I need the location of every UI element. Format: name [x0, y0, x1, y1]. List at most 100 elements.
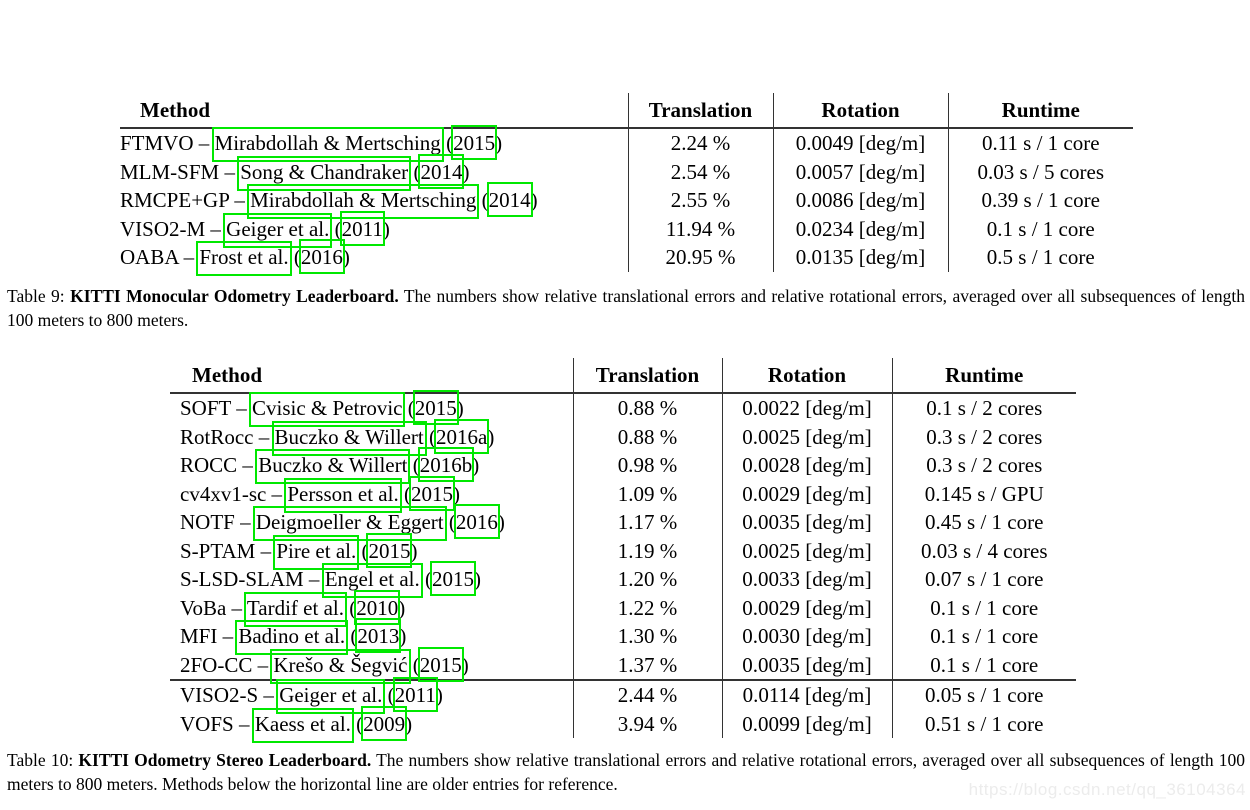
- column-header-rotation: Rotation: [772, 93, 948, 129]
- table-row: MLM-SFM – Song & Chandraker (2014) 2.54 …: [120, 157, 1133, 187]
- table-row: VISO2-S – Geiger et al. (2011) 2.44 % 0.…: [170, 679, 1076, 710]
- citation-author-link[interactable]: Mirabdollah & Mertsching: [214, 131, 441, 155]
- citation-author-link[interactable]: Geiger et al.: [226, 216, 330, 241]
- citation-year-link[interactable]: 2016a: [436, 424, 488, 449]
- method-cell: FTMVO – Mirabdollah & Mertsching (2015): [120, 128, 628, 158]
- method-name: MLM-SFM –: [120, 159, 241, 184]
- table-row: cv4xv1-sc – Persson et al. (2015) 1.09 %…: [170, 479, 1076, 508]
- header-row: Method Translation Rotation Runtime: [120, 93, 1133, 129]
- table-header: Method Translation Rotation Runtime: [170, 358, 1076, 394]
- open-paren: (: [403, 481, 411, 506]
- citation-year-link[interactable]: 2014: [420, 159, 463, 184]
- citation-author-link[interactable]: Kaess et al.: [254, 711, 351, 736]
- citation-author-link[interactable]: Tardif et al.: [246, 595, 344, 620]
- citation-year-link[interactable]: 2016b: [419, 453, 473, 477]
- citation-year-link[interactable]: 2009: [363, 711, 406, 736]
- method-name: ROCC –: [180, 453, 259, 477]
- table-row: NOTF – Deigmoeller & Eggert (2016) 1.17 …: [170, 508, 1076, 537]
- close-paren: ): [530, 188, 538, 212]
- close-paren: ): [435, 683, 443, 707]
- rotation-cell: 0.0033 [deg/m]: [721, 565, 892, 594]
- translation-cell: 1.37 %: [572, 650, 722, 680]
- translation-cell: 2.44 %: [572, 679, 722, 710]
- rotation-cell: 0.0049 [deg/m]: [772, 128, 948, 158]
- citation-author-link[interactable]: Cvisic & Petrovic: [251, 396, 403, 420]
- translation-cell: 2.54 %: [627, 157, 773, 186]
- method-cell: S-LSD-SLAM – Engel et al. (2015): [170, 565, 573, 594]
- column-header-translation: Translation: [572, 358, 722, 394]
- rotation-cell: 0.0022 [deg/m]: [721, 393, 892, 423]
- method-cell: 2FO-CC – Krešo & Šegvić (2015): [170, 651, 573, 681]
- runtime-cell: 0.03 s / 4 cores: [891, 536, 1076, 565]
- citation-year-link[interactable]: 2015: [431, 567, 474, 591]
- close-paren: ): [399, 624, 407, 648]
- citation-year-link[interactable]: 2010: [356, 595, 399, 620]
- open-paren: (: [349, 595, 357, 620]
- citation-author-link[interactable]: Geiger et al.: [279, 683, 383, 707]
- method-cell: MLM-SFM – Song & Chandraker (2014): [120, 158, 628, 187]
- citation-author-link[interactable]: Mirabdollah & Mertsching: [250, 188, 477, 212]
- runtime-cell: 0.03 s / 5 cores: [947, 157, 1133, 186]
- caption-body: The numbers show relative translational …: [7, 750, 1246, 794]
- citation-author-link[interactable]: Frost et al.: [199, 245, 289, 269]
- column-header-translation: Translation: [627, 93, 773, 129]
- translation-cell: 0.88 %: [572, 422, 722, 451]
- open-paren: (: [412, 453, 420, 477]
- open-paren: (: [446, 131, 454, 155]
- method-cell: MFI – Badino et al. (2013): [170, 622, 573, 651]
- citation-author-link[interactable]: Engel et al.: [324, 567, 420, 591]
- table-row: 2FO-CC – Krešo & Šegvić (2015) 1.37 % 0.…: [170, 650, 1076, 681]
- header-row: Method Translation Rotation Runtime: [170, 358, 1076, 394]
- stereo-leaderboard-table: Method Translation Rotation Runtime SOFT…: [170, 358, 1076, 738]
- open-paren: (: [350, 624, 358, 648]
- method-name: NOTF –: [180, 510, 256, 534]
- runtime-cell: 0.1 s / 1 core: [891, 593, 1076, 622]
- runtime-cell: 0.5 s / 1 core: [947, 243, 1133, 272]
- method-name: RMCPE+GP –: [120, 188, 251, 212]
- translation-cell: 1.09 %: [572, 479, 722, 508]
- translation-cell: 1.30 %: [572, 622, 722, 651]
- citation-year-link[interactable]: 2011: [394, 683, 436, 707]
- citation-year-link[interactable]: 2016: [455, 510, 498, 534]
- method-name: SOFT –: [180, 396, 252, 420]
- method-name: cv4xv1-sc –: [180, 481, 288, 506]
- citation-author-link[interactable]: Buczko & Willert: [274, 424, 424, 449]
- citation-year-link[interactable]: 2015: [414, 396, 457, 420]
- translation-cell: 1.19 %: [572, 536, 722, 565]
- method-name: RotRocc –: [180, 424, 275, 449]
- citation-year-link[interactable]: 2015: [419, 652, 462, 677]
- citation-author-link[interactable]: Deigmoeller & Eggert: [255, 510, 444, 534]
- citation-author-link[interactable]: Buczko & Willert: [258, 453, 408, 477]
- citation-year-link[interactable]: 2011: [341, 216, 383, 241]
- citation-author-link[interactable]: Badino et al.: [238, 624, 346, 648]
- citation-year-link[interactable]: 2016: [300, 245, 343, 269]
- translation-cell: 2.24 %: [627, 128, 773, 158]
- citation-author-link[interactable]: Song & Chandraker: [240, 159, 409, 184]
- open-paren: (: [448, 510, 456, 534]
- citation-year-link[interactable]: 2014: [488, 188, 531, 212]
- column-header-method: Method: [170, 358, 573, 394]
- citation-year-link[interactable]: 2015: [368, 538, 411, 563]
- citation-year-link[interactable]: 2015: [410, 481, 453, 506]
- open-paren: (: [387, 683, 395, 707]
- citation-author-link[interactable]: Pire et al.: [276, 538, 357, 563]
- table10-caption: Table 10: KITTI Odometry Stereo Leaderbo…: [7, 749, 1245, 796]
- citation-author-link[interactable]: Krešo & Šegvić: [273, 652, 408, 677]
- method-name: S-PTAM –: [180, 538, 277, 563]
- translation-cell: 11.94 %: [627, 214, 773, 243]
- rotation-cell: 0.0028 [deg/m]: [721, 451, 892, 480]
- citation-year-link[interactable]: 2015: [453, 131, 496, 155]
- citation-year-link[interactable]: 2013: [357, 624, 400, 648]
- citation-author-link[interactable]: Persson et al.: [287, 481, 399, 506]
- runtime-cell: 0.3 s / 2 cores: [891, 422, 1076, 451]
- method-cell: VOFS – Kaess et al. (2009): [170, 710, 573, 739]
- method-cell: RMCPE+GP – Mirabdollah & Mertsching (201…: [120, 186, 628, 215]
- table-row: VISO2-M – Geiger et al. (2011) 11.94 % 0…: [120, 214, 1133, 243]
- table-row: VoBa – Tardif et al. (2010) 1.22 % 0.002…: [170, 593, 1076, 623]
- method-name: FTMVO –: [120, 131, 215, 155]
- translation-cell: 1.20 %: [572, 565, 722, 594]
- runtime-cell: 0.1 s / 1 core: [891, 622, 1076, 651]
- table-row: S-PTAM – Pire et al. (2015) 1.19 % 0.002…: [170, 536, 1076, 565]
- rotation-cell: 0.0099 [deg/m]: [721, 709, 892, 738]
- method-cell: VoBa – Tardif et al. (2010): [170, 594, 573, 623]
